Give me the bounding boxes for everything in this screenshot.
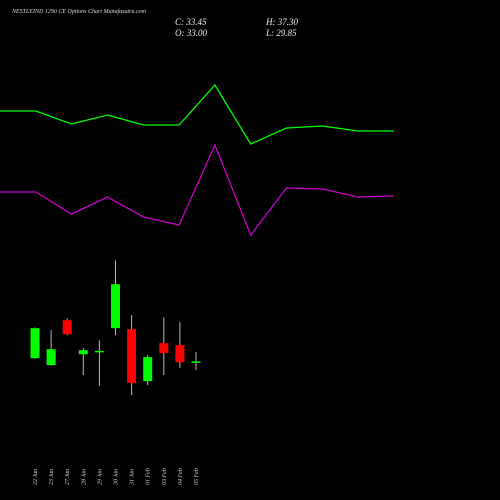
candle-body bbox=[143, 357, 153, 382]
candle-body bbox=[78, 350, 88, 355]
chart-title: NESTLEIND 1290 CE Options Chart Munafasu… bbox=[11, 8, 147, 15]
x-tick-label: 30 Jan bbox=[114, 469, 120, 486]
info-label: H: 37.30 bbox=[265, 17, 298, 27]
x-tick-label: 29 Jan bbox=[97, 469, 103, 485]
x-tick-label: 05 Feb bbox=[194, 468, 200, 485]
x-tick-label: 27 Jan bbox=[65, 469, 71, 485]
x-tick-label: 23 Jan bbox=[49, 469, 55, 485]
candle-body bbox=[111, 284, 120, 329]
info-label: L: 29.85 bbox=[265, 28, 297, 38]
x-tick-label: 31 Jan bbox=[130, 469, 136, 486]
x-tick-label: 01 Feb bbox=[146, 468, 152, 485]
x-tick-label: 04 Feb bbox=[177, 468, 184, 485]
candle-body bbox=[175, 345, 185, 363]
candle-body bbox=[159, 343, 169, 354]
candle-body bbox=[30, 328, 40, 359]
x-tick-label: 03 Feb bbox=[162, 468, 168, 485]
candle-body bbox=[94, 350, 104, 353]
line-series bbox=[0, 143, 395, 237]
info-label: C: 33.45 bbox=[175, 17, 207, 27]
candle-body bbox=[191, 361, 201, 363]
x-tick-label: 28 Jan bbox=[81, 469, 87, 485]
candle-body bbox=[46, 349, 56, 366]
candle-body bbox=[62, 320, 72, 335]
info-label: O: 33.00 bbox=[175, 28, 207, 38]
line-series bbox=[0, 83, 394, 145]
candle-body bbox=[127, 329, 137, 383]
x-tick-label: 22 Jan bbox=[33, 469, 39, 485]
